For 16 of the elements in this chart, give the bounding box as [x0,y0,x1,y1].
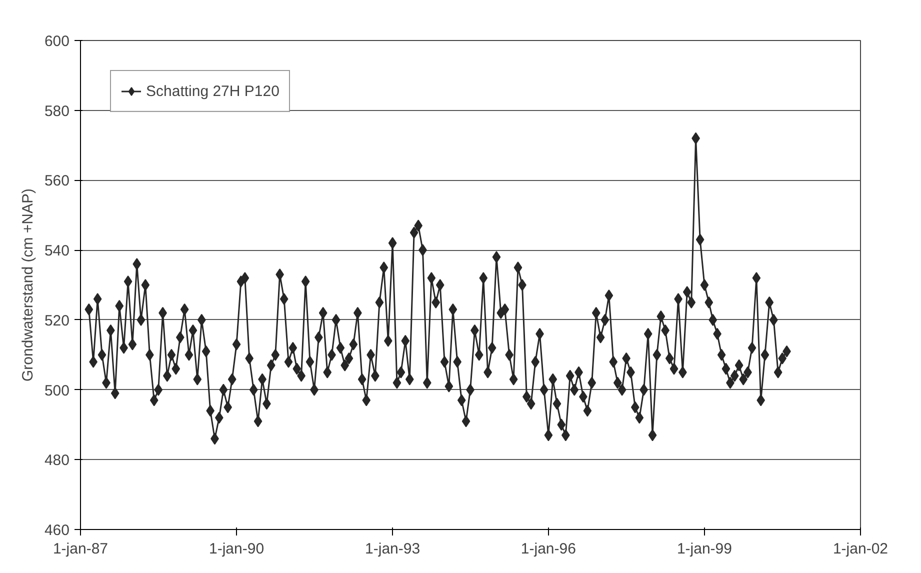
y-tick-label: 520 [44,312,70,330]
y-tick-label: 500 [44,382,70,400]
legend-label: Schatting 27H P120 [146,82,280,100]
x-tick-label: 1-jan-02 [832,540,888,558]
y-tick-label: 600 [44,33,70,50]
y-tick-label: 540 [44,242,70,260]
y-tick-label: 480 [44,452,70,470]
x-tick-label: 1-jan-87 [52,540,108,558]
y-tick-label: 460 [44,522,70,539]
x-tick-label: 1-jan-99 [676,540,732,558]
y-tick-label: 560 [44,172,70,190]
y-axis-title: Grondwaterstand (cm +NAP) [19,188,36,382]
x-tick-label: 1-jan-96 [520,540,576,558]
x-tick-label: 1-jan-93 [365,540,420,558]
x-tick-label: 1-jan-90 [209,540,264,558]
y-tick-label: 580 [44,102,70,120]
